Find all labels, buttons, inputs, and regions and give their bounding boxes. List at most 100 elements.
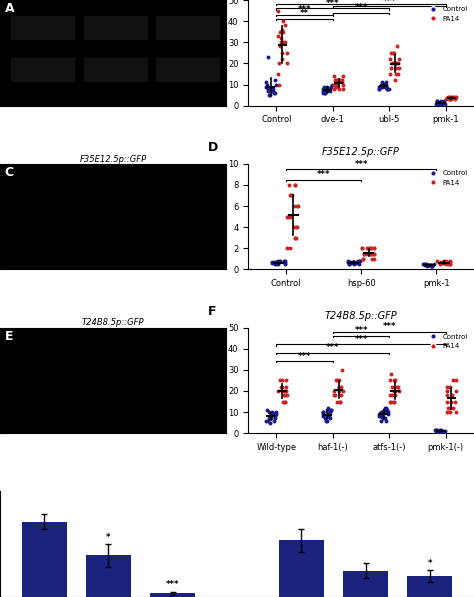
- Point: [327, 407, 334, 417]
- Point: [432, 427, 439, 437]
- Point: [393, 42, 401, 51]
- Point: [262, 82, 270, 91]
- Point: [276, 42, 284, 51]
- Point: [354, 256, 362, 266]
- Point: [285, 180, 293, 190]
- Point: [421, 259, 429, 269]
- Point: [268, 84, 276, 94]
- Y-axis label: Relative fluorescence
(arbitrary unit): Relative fluorescence (arbitrary unit): [203, 12, 222, 94]
- Point: [375, 410, 383, 419]
- Point: [276, 376, 284, 385]
- Point: [328, 80, 336, 90]
- Point: [376, 82, 383, 91]
- Point: [272, 411, 279, 421]
- Point: [447, 94, 455, 103]
- Point: [293, 201, 301, 211]
- Point: [328, 82, 335, 91]
- Point: [324, 416, 331, 425]
- Point: [428, 261, 436, 271]
- Point: [335, 376, 343, 385]
- Point: [387, 397, 395, 407]
- Point: [428, 261, 436, 271]
- Point: [281, 386, 288, 396]
- Point: [383, 82, 390, 91]
- Text: ***: ***: [326, 0, 340, 8]
- Point: [330, 80, 338, 90]
- Text: F: F: [208, 305, 216, 318]
- Point: [352, 257, 360, 267]
- Point: [325, 84, 333, 94]
- Point: [279, 382, 286, 392]
- Point: [271, 416, 278, 425]
- Point: [438, 426, 445, 436]
- Point: [322, 414, 330, 423]
- Point: [381, 405, 388, 415]
- Point: [447, 407, 454, 417]
- Point: [264, 86, 272, 96]
- Point: [378, 82, 386, 91]
- Point: [292, 233, 300, 242]
- Point: [266, 90, 273, 100]
- Point: [369, 249, 376, 259]
- Point: [438, 426, 445, 436]
- Point: [391, 59, 399, 68]
- Point: [328, 405, 335, 415]
- Bar: [11, 58, 74, 81]
- Point: [383, 84, 391, 94]
- Point: [272, 259, 279, 268]
- Point: [292, 180, 299, 190]
- Bar: [156, 58, 219, 81]
- Point: [264, 82, 271, 91]
- Point: [387, 63, 395, 72]
- Point: [446, 257, 454, 267]
- Point: [275, 6, 283, 16]
- Point: [438, 259, 446, 268]
- Point: [392, 59, 399, 68]
- Point: [427, 260, 435, 270]
- Point: [447, 259, 454, 269]
- Text: ***: ***: [355, 3, 368, 12]
- Point: [286, 190, 293, 200]
- Point: [391, 48, 398, 57]
- Bar: [11, 16, 74, 39]
- Point: [375, 84, 383, 94]
- Point: [330, 390, 338, 400]
- Point: [434, 256, 441, 266]
- Point: [370, 254, 378, 264]
- Point: [440, 97, 448, 106]
- Point: [449, 403, 456, 413]
- Point: [391, 390, 399, 400]
- Bar: [408, 576, 453, 597]
- Point: [377, 407, 385, 417]
- Point: [360, 249, 368, 259]
- Point: [391, 376, 398, 385]
- Point: [264, 416, 271, 425]
- Point: [264, 80, 271, 90]
- Point: [432, 425, 439, 435]
- Point: [286, 212, 294, 221]
- Point: [339, 84, 347, 94]
- Text: ***: ***: [355, 159, 368, 168]
- Point: [394, 59, 401, 68]
- Point: [389, 390, 396, 400]
- Point: [282, 386, 290, 396]
- Point: [370, 249, 378, 259]
- Point: [440, 259, 448, 268]
- Point: [382, 414, 389, 423]
- Point: [277, 382, 284, 392]
- Point: [356, 256, 363, 266]
- Point: [319, 88, 327, 98]
- Point: [441, 257, 449, 267]
- Point: [442, 256, 449, 266]
- Point: [279, 38, 287, 47]
- Point: [382, 78, 390, 87]
- Point: [444, 93, 451, 102]
- Point: [386, 376, 394, 385]
- Point: [446, 403, 454, 413]
- Point: [265, 90, 273, 100]
- Point: [427, 261, 435, 271]
- Point: [383, 84, 391, 94]
- Point: [264, 84, 272, 94]
- Point: [293, 223, 301, 232]
- Text: A: A: [5, 2, 14, 15]
